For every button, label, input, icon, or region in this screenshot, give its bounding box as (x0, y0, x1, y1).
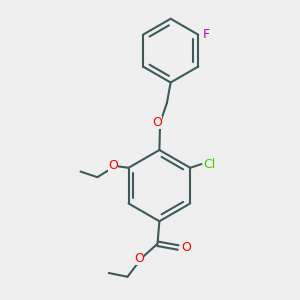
Text: O: O (108, 159, 118, 172)
Text: O: O (153, 116, 162, 129)
Text: O: O (181, 241, 191, 254)
Text: O: O (134, 251, 144, 265)
Text: Cl: Cl (203, 158, 216, 171)
Text: F: F (203, 28, 210, 41)
